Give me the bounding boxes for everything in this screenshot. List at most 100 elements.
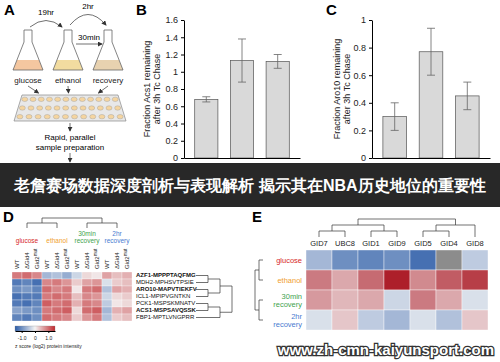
plate-well — [62, 114, 68, 118]
y-tick-label: 1 — [361, 15, 366, 25]
plate-well — [99, 114, 105, 118]
figure: Aglucoseethanolrecovery19hr30min2hrRapid… — [0, 0, 500, 362]
heatmap-cell — [102, 272, 112, 279]
error-cap — [274, 54, 282, 55]
column-label: Gid2mut — [63, 248, 71, 269]
heatmap-cell — [358, 250, 384, 270]
arrow — [70, 153, 71, 162]
heatmap-cell — [52, 314, 62, 321]
row-label: FBP1-MPTLVNGPRR — [136, 314, 195, 320]
y-tick: 0 — [173, 153, 184, 163]
arrow — [70, 15, 106, 26]
heatmap-cell — [32, 279, 42, 286]
text-line: recovery — [105, 237, 131, 245]
plate-well — [22, 97, 28, 101]
error-cap — [463, 109, 471, 110]
colorbar-tick: 0 — [34, 331, 37, 341]
group-header: 30minrecovery — [75, 230, 101, 246]
column-label: Gid2mut — [93, 248, 101, 269]
heatmap-cell — [22, 286, 32, 293]
plot-marks — [383, 28, 479, 158]
heatmap-cell — [410, 250, 436, 270]
panel-label: E — [252, 208, 262, 225]
heatmap-cell — [72, 279, 82, 286]
colorbar-axis: -1.001.0 — [16, 331, 56, 341]
error-cap — [427, 75, 435, 76]
column-label-part: ΔGid4 — [24, 252, 30, 269]
error-cap — [238, 38, 246, 39]
y-axis: 00.20.40.60.81 — [353, 15, 372, 163]
heatmap-cell — [42, 300, 52, 307]
y-tick: 0.8 — [353, 43, 372, 53]
plate-well — [104, 97, 110, 101]
heatmap-cell — [112, 272, 122, 279]
heatmap-cell — [82, 279, 92, 286]
error-bar — [394, 103, 395, 131]
plate-well — [96, 97, 102, 101]
y-tick-mark — [181, 37, 184, 38]
error-bar — [431, 28, 432, 75]
error-cap — [202, 96, 210, 97]
heatmap-cell — [42, 293, 52, 300]
plate-well — [72, 114, 78, 118]
heatmap-cell — [42, 272, 52, 279]
dendrogram-branch — [436, 225, 475, 237]
heatmap-cell — [92, 272, 102, 279]
y-tick: 0.4 — [353, 98, 372, 108]
plate-well — [63, 106, 69, 110]
colorbar-tick-mark — [48, 331, 49, 333]
error-cap — [391, 130, 399, 131]
y-tick-mark — [181, 124, 184, 125]
heatmap-cell — [92, 293, 102, 300]
plate-well — [35, 114, 41, 118]
flask-liquid — [13, 60, 43, 70]
text-line: ethanol — [277, 276, 302, 285]
colorbar-label: z score (log2) protein intensity — [15, 343, 82, 349]
heatmap-cell — [72, 293, 82, 300]
heatmap-cell — [332, 250, 358, 270]
heatmap-cell — [32, 314, 42, 321]
text-line: glucose — [16, 237, 39, 245]
y-tick-mark — [181, 158, 184, 159]
column-label-part: mut — [93, 248, 98, 256]
column-label: ΔGid4 — [84, 252, 90, 269]
heatmap-cell — [72, 314, 82, 321]
column-label-part: mut — [123, 248, 128, 256]
heatmap-cell — [62, 286, 72, 293]
heatmap-cell — [52, 300, 62, 307]
heatmap-cell — [52, 279, 62, 286]
y-tick-mark — [369, 48, 372, 49]
y-tick-mark — [181, 89, 184, 90]
heatmap-cell — [102, 307, 112, 314]
dendrogram-branch — [371, 231, 397, 237]
heatmap-cell — [82, 272, 92, 279]
text-line: Fraction Aro10 remaining — [332, 39, 342, 140]
heatmap-cell — [384, 310, 410, 330]
heatmap-cell — [12, 272, 22, 279]
colorbar-tick: -1.0 — [18, 331, 27, 341]
dendrogram-branch — [196, 307, 220, 318]
heatmap-cell — [62, 272, 72, 279]
plate-well — [79, 97, 85, 101]
heatmap-cell — [102, 293, 112, 300]
column-label-part: mut — [63, 248, 68, 256]
y-tick-mark — [369, 20, 372, 21]
plate-well — [26, 114, 32, 118]
heatmap-cell — [82, 307, 92, 314]
heatmap-cell — [92, 286, 102, 293]
plate-well — [117, 114, 123, 118]
arrow — [76, 44, 102, 45]
heatmap-cell — [112, 314, 122, 321]
column-label-part: Gid2 — [64, 256, 70, 269]
column-label-part: WT — [104, 259, 110, 269]
heatmap-cell — [112, 307, 122, 314]
heatmap-cell — [22, 272, 32, 279]
y-tick: 0.2 — [165, 136, 184, 146]
heatmap-cell — [358, 270, 384, 290]
heatmap-cell — [12, 293, 22, 300]
row-label: PCK1-MSPSKMNATV — [136, 300, 195, 306]
y-tick-mark — [181, 20, 184, 21]
heatmap-cell — [384, 290, 410, 310]
error-cap — [238, 82, 246, 83]
heatmap-cell — [332, 310, 358, 330]
